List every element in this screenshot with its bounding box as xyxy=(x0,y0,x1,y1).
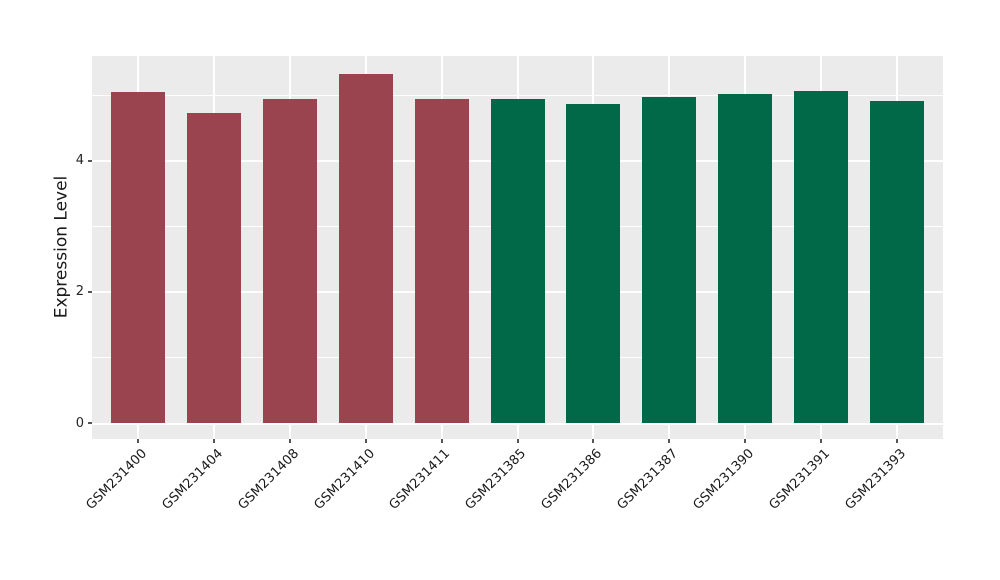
x-tick-label: GSM231391 xyxy=(766,446,834,513)
x-tick-label: GSM231387 xyxy=(614,446,682,513)
x-tick-mark xyxy=(364,439,367,443)
x-tick-mark xyxy=(212,439,215,443)
y-tick-label: 2 xyxy=(75,284,84,300)
x-tick-label: GSM231400 xyxy=(83,446,150,513)
x-tick-mark xyxy=(592,439,595,443)
y-tick-mark xyxy=(88,290,92,293)
y-axis-title-box: Expression Level xyxy=(46,47,76,447)
bar xyxy=(490,98,545,423)
x-tick-mark xyxy=(668,439,671,443)
x-tick-label: GSM231393 xyxy=(842,446,909,513)
x-tick-label: GSM231386 xyxy=(538,446,606,513)
bar xyxy=(111,92,165,423)
y-tick-label: 0 xyxy=(75,415,84,431)
bar xyxy=(186,113,241,423)
bar xyxy=(262,98,317,423)
y-tick-label: 4 xyxy=(75,153,84,169)
x-tick-label: GSM231408 xyxy=(235,446,302,513)
x-tick-mark xyxy=(516,439,519,443)
x-tick-mark xyxy=(137,439,139,443)
bar xyxy=(718,94,773,423)
x-tick-label: GSM231410 xyxy=(311,446,378,513)
plot-panel xyxy=(92,56,943,439)
y-tick-mark xyxy=(88,422,92,424)
x-tick-mark xyxy=(896,439,898,443)
y-tick-mark xyxy=(88,159,92,162)
bar xyxy=(566,104,621,423)
x-tick-label: GSM231411 xyxy=(386,446,454,513)
bar xyxy=(794,91,849,423)
x-tick-label: GSM231390 xyxy=(690,446,758,513)
bar xyxy=(414,99,469,423)
x-tick-label: GSM231385 xyxy=(462,446,530,513)
x-tick-mark xyxy=(440,439,443,443)
bar xyxy=(338,74,393,423)
x-tick-mark xyxy=(744,439,747,443)
x-tick-mark xyxy=(820,439,823,443)
x-tick-label: GSM231404 xyxy=(159,446,226,513)
bar xyxy=(642,97,697,423)
bar xyxy=(870,101,924,423)
x-tick-mark xyxy=(288,439,291,443)
